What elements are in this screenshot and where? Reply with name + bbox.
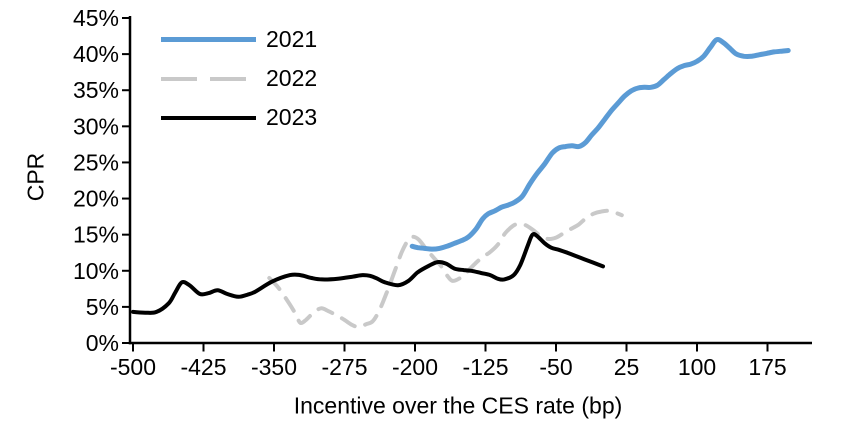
legend-item-2021: 2021 xyxy=(161,26,317,53)
x-axis-title: Incentive over the CES rate (bp) xyxy=(293,392,623,419)
x-tick-label: 175 xyxy=(748,354,786,380)
x-tick-label: -425 xyxy=(180,354,226,380)
x-tick-label: -275 xyxy=(321,354,367,380)
legend-label: 2023 xyxy=(266,104,318,130)
legend-label: 2021 xyxy=(266,26,318,52)
legend-line-sample-2021 xyxy=(161,37,256,42)
x-tick-label: 25 xyxy=(614,354,640,380)
x-tick-label: -350 xyxy=(251,354,297,380)
x-tick-label: -200 xyxy=(392,354,438,380)
legend-item-2022: 2022 xyxy=(161,65,317,92)
y-tick-label: 15% xyxy=(73,222,119,248)
legend-item-2023: 2023 xyxy=(161,104,317,131)
y-tick-label: 40% xyxy=(73,41,119,67)
legend-line-sample-2023 xyxy=(161,115,256,120)
y-tick-label: 10% xyxy=(73,258,119,284)
series-line-2023 xyxy=(131,232,605,315)
y-tick-label: 30% xyxy=(73,113,119,139)
series-line-2022 xyxy=(267,208,624,330)
x-tick-label: 100 xyxy=(678,354,716,380)
y-tick-label: 35% xyxy=(73,77,119,103)
x-tick-label: -500 xyxy=(110,354,156,380)
x-tick-label: -125 xyxy=(462,354,508,380)
x-tick-label: -50 xyxy=(539,354,572,380)
y-axis-title: CPR xyxy=(22,152,49,202)
y-tick-label: 25% xyxy=(73,149,119,175)
series-line-2021 xyxy=(409,37,791,252)
legend: 2021 2022 2023 xyxy=(161,26,317,131)
y-tick-label: 5% xyxy=(86,294,119,320)
legend-line-sample-2022 xyxy=(161,76,256,81)
y-tick-label: 20% xyxy=(73,186,119,212)
y-tick-label: 0% xyxy=(86,330,119,356)
legend-label: 2022 xyxy=(266,65,318,91)
y-tick-label: 45% xyxy=(73,5,119,31)
